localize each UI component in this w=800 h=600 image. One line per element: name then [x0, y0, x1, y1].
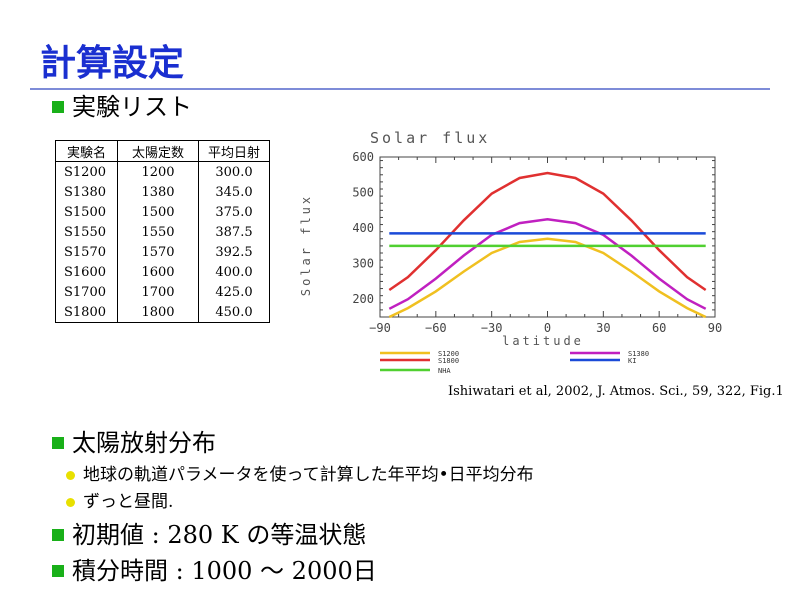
- chart-title: Solar flux: [370, 129, 490, 147]
- series-line-s1800: [388, 171, 707, 292]
- table-cell: 425.0: [198, 282, 270, 302]
- bullet-integration-time: 積分時間 : 1000 〜 2000日: [52, 556, 377, 586]
- column-header: 平均日射: [198, 140, 270, 162]
- table-row: S1570 1570 392.5: [55, 242, 270, 262]
- table-cell: 1570: [117, 242, 199, 262]
- table-row: S1800 1800 450.0: [55, 302, 270, 323]
- green-square-bullet-icon: [52, 529, 64, 541]
- green-square-bullet-icon: [52, 437, 64, 449]
- table-cell: 300.0: [198, 161, 270, 182]
- legend-label: KI: [628, 357, 636, 365]
- yellow-dot-bullet-icon: [66, 497, 75, 507]
- sub-bullet-daytime: ずっと昼間.: [66, 491, 173, 513]
- table-cell: 1800: [117, 302, 199, 323]
- table-cell: S1380: [55, 182, 118, 202]
- solar-flux-chart: Solar flux Solar flux latitude −90 −60 −30…: [299, 129, 722, 375]
- title-divider: [30, 88, 770, 90]
- legend-label: S1380: [628, 350, 649, 358]
- column-header: 実験名: [55, 140, 118, 162]
- table-cell: 392.5: [198, 242, 270, 262]
- bullet-label: 積分時間 : 1000 〜 2000日: [72, 557, 377, 585]
- x-tick-label: 60: [652, 321, 666, 335]
- legend-label: S1200: [438, 350, 459, 358]
- x-tick-label: 0: [544, 321, 551, 335]
- x-tick-label: −30: [481, 321, 503, 335]
- table-cell: S1800: [55, 302, 118, 323]
- x-tick-label: 30: [596, 321, 610, 335]
- table-cell: S1600: [55, 262, 118, 282]
- sub-bullet-label: 地球の軌道パラメータを使って計算した年平均•日平均分布: [83, 465, 534, 485]
- table-cell: 375.0: [198, 202, 270, 222]
- bullet-solar-distribution: 太陽放射分布: [52, 428, 216, 458]
- table-cell: S1550: [55, 222, 118, 242]
- series-line-s1380: [388, 217, 707, 310]
- y-tick-label: 500: [352, 186, 374, 200]
- column-header: 太陽定数: [117, 140, 199, 162]
- series-line-s1200: [388, 237, 707, 319]
- table-cell: 345.0: [198, 182, 270, 202]
- y-tick-label: 600: [352, 150, 374, 164]
- y-axis-label: Solar flux: [299, 194, 313, 296]
- table-cell: S1700: [55, 282, 118, 302]
- table-cell: 1600: [117, 262, 199, 282]
- x-tick-label: −60: [425, 321, 447, 335]
- y-tick-label: 200: [352, 292, 374, 306]
- yellow-dot-bullet-icon: [66, 470, 75, 480]
- table-row: S1500 1500 375.0: [55, 202, 270, 222]
- table-row: S1380 1380 345.0: [55, 182, 270, 202]
- y-tick-label: 300: [352, 257, 374, 271]
- figure-citation: Ishiwatari et al, 2002, J. Atmos. Sci., …: [448, 384, 784, 399]
- table-cell: 1500: [117, 202, 199, 222]
- sub-bullet-orbital: 地球の軌道パラメータを使って計算した年平均•日平均分布: [66, 464, 534, 486]
- legend-label: NHA: [438, 367, 451, 375]
- bullet-initial-value: 初期値 : 280 K の等温状態: [52, 520, 366, 550]
- table-row: S1700 1700 425.0: [55, 282, 270, 302]
- table-cell: 1380: [117, 182, 199, 202]
- table-row: S1550 1550 387.5: [55, 222, 270, 242]
- table-cell: 400.0: [198, 262, 270, 282]
- bullet-label: 太陽放射分布: [72, 429, 216, 457]
- y-tick-label: 400: [352, 221, 374, 235]
- slide-title: 計算設定: [40, 43, 185, 84]
- plot-frame: [379, 156, 716, 318]
- table-cell: S1200: [55, 161, 118, 182]
- table-cell: S1500: [55, 202, 118, 222]
- bullet-label: 初期値 : 280 K の等温状態: [72, 521, 367, 549]
- bullet-label: 実験リスト: [72, 93, 192, 121]
- x-axis-label: latitude: [502, 334, 584, 348]
- table-header-row: 実験名 太陽定数 平均日射: [55, 140, 270, 162]
- green-square-bullet-icon: [52, 101, 64, 113]
- x-tick-label: −90: [369, 321, 391, 335]
- experiment-table: 実験名 太陽定数 平均日射 S1200 1200 300.0 S1380 1380 34…: [55, 140, 270, 323]
- table-cell: 450.0: [198, 302, 270, 323]
- table-cell: S1570: [55, 242, 118, 262]
- sub-bullet-label: ずっと昼間.: [83, 492, 174, 512]
- table-cell: 1550: [117, 222, 199, 242]
- legend-label: S1800: [438, 357, 459, 365]
- table-cell: 1200: [117, 161, 199, 182]
- table-cell: 1700: [117, 282, 199, 302]
- x-tick-label: 90: [708, 321, 722, 335]
- table-row: S1600 1600 400.0: [55, 262, 270, 282]
- bullet-experiment-list: 実験リスト: [52, 92, 192, 122]
- green-square-bullet-icon: [52, 565, 64, 577]
- table-cell: 387.5: [198, 222, 270, 242]
- table-row: S1200 1200 300.0: [55, 161, 270, 182]
